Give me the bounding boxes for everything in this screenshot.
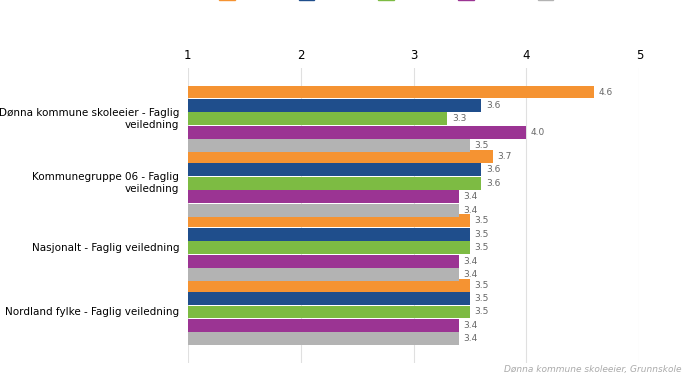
Text: 3.4: 3.4 [463, 206, 477, 215]
Bar [188, 279, 470, 291]
Text: 3.5: 3.5 [475, 216, 489, 225]
Bar [188, 99, 481, 112]
Text: 3.7: 3.7 [497, 152, 512, 161]
Bar [188, 177, 481, 190]
Text: 3.4: 3.4 [463, 335, 477, 343]
Bar [188, 113, 448, 125]
Bar [188, 268, 459, 281]
Text: 3.6: 3.6 [486, 179, 500, 188]
Bar [188, 333, 459, 345]
Bar [188, 305, 470, 318]
Bar [188, 292, 470, 305]
Text: 3.4: 3.4 [463, 192, 477, 201]
Text: 4.6: 4.6 [598, 88, 613, 96]
Bar [188, 204, 459, 217]
Text: 3.5: 3.5 [475, 280, 489, 290]
Text: 3.4: 3.4 [463, 270, 477, 279]
Text: 3.5: 3.5 [475, 294, 489, 303]
Bar [188, 163, 481, 176]
Bar [188, 126, 527, 139]
Bar [188, 255, 459, 268]
Bar [188, 150, 493, 163]
Bar [188, 214, 470, 227]
Text: 3.5: 3.5 [475, 243, 489, 252]
Text: 3.5: 3.5 [475, 230, 489, 239]
Text: 3.5: 3.5 [475, 307, 489, 316]
Legend: 2006-07, 2007-08, 2008-09, 2009-10, 2010-11: 2006-07, 2007-08, 2008-09, 2009-10, 2010… [219, 0, 608, 1]
Bar [188, 85, 594, 98]
Text: 3.6: 3.6 [486, 165, 500, 174]
Text: 3.4: 3.4 [463, 321, 477, 330]
Text: Dønna kommune skoleeier, Grunnskole: Dønna kommune skoleeier, Grunnskole [504, 365, 681, 374]
Bar [188, 228, 470, 241]
Text: 3.6: 3.6 [486, 101, 500, 110]
Bar [188, 319, 459, 332]
Text: 3.4: 3.4 [463, 257, 477, 266]
Bar [188, 241, 470, 254]
Text: 4.0: 4.0 [531, 128, 546, 137]
Bar [188, 139, 470, 152]
Text: 3.5: 3.5 [475, 141, 489, 150]
Text: 3.3: 3.3 [452, 115, 466, 124]
Bar [188, 190, 459, 203]
